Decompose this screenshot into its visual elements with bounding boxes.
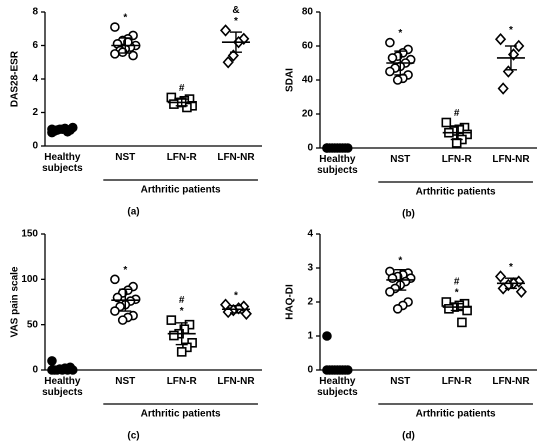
x-tick-label: LFN-NR <box>492 376 530 387</box>
x-tick-label: NST <box>390 376 411 387</box>
x-tick-label: LFN-R <box>441 376 472 387</box>
y-axis-label: DAS28-ESR <box>10 50 21 107</box>
y-tick-label: 1 <box>307 331 313 342</box>
y-tick-label: 4 <box>307 229 313 240</box>
x-tick-label: NST <box>390 154 411 165</box>
point <box>322 331 332 341</box>
point <box>176 347 187 357</box>
point <box>169 330 179 341</box>
x-tick-label: LFN-R <box>166 152 197 163</box>
point <box>497 82 509 95</box>
annotation: * <box>123 13 127 24</box>
y-tick-label: 0 <box>32 365 38 376</box>
annotation: # <box>179 295 185 306</box>
annotation: * <box>509 25 513 36</box>
annotation: * <box>180 306 184 317</box>
point <box>182 102 192 113</box>
point <box>169 99 179 109</box>
point <box>513 39 525 53</box>
x-tick-label: Healthy subjects <box>317 154 358 176</box>
panel-label: (d) <box>402 431 415 442</box>
annotation: * <box>509 262 513 273</box>
point <box>515 285 527 298</box>
point <box>219 24 232 37</box>
y-tick-label: 3 <box>307 263 313 274</box>
point <box>240 307 252 320</box>
x-tick-label: Healthy subjects <box>42 152 83 174</box>
group-label: Arthritic patients <box>141 185 221 196</box>
point <box>385 66 395 77</box>
annotation: * <box>398 28 402 39</box>
x-tick-label: LFN-NR <box>492 154 530 165</box>
y-tick-label: 2 <box>32 107 38 118</box>
x-tick-label: LFN-R <box>166 376 197 387</box>
annotation: # <box>454 108 460 119</box>
y-tick-label: 150 <box>21 229 38 240</box>
point <box>110 306 120 316</box>
x-tick-label: NST <box>115 376 136 387</box>
point <box>47 365 57 375</box>
point <box>110 22 120 32</box>
y-axis-label: VAS pain scale <box>10 266 21 337</box>
y-tick-label: 80 <box>302 7 314 18</box>
point <box>387 53 398 63</box>
y-tick-label: 50 <box>27 319 39 330</box>
annotation: * <box>234 290 238 301</box>
y-tick-label: 60 <box>302 41 314 52</box>
point <box>110 274 120 285</box>
y-axis-label: HAQ-DI <box>285 284 296 320</box>
point <box>441 117 452 128</box>
point <box>387 273 398 284</box>
group-label: Arthritic patients <box>416 187 496 198</box>
point <box>462 129 472 140</box>
panel-label: (c) <box>127 431 139 442</box>
annotation: & <box>232 5 239 16</box>
y-tick-label: 0 <box>32 141 38 152</box>
y-tick-label: 4 <box>32 74 38 85</box>
point <box>497 282 509 295</box>
y-tick-label: 0 <box>307 143 313 154</box>
point <box>392 303 403 314</box>
annotation: * <box>455 288 459 299</box>
x-tick-label: LFN-NR <box>217 152 255 163</box>
point <box>494 270 507 283</box>
point <box>385 37 395 48</box>
x-tick-label: Healthy subjects <box>42 376 83 398</box>
annotation: * <box>234 16 238 27</box>
annotation: * <box>398 255 402 266</box>
x-tick-label: LFN-R <box>441 154 472 165</box>
y-tick-label: 40 <box>302 75 314 86</box>
x-tick-label: Healthy subjects <box>317 376 358 398</box>
y-tick-label: 2 <box>307 297 313 308</box>
y-axis-label: SDAI <box>285 68 296 92</box>
y-tick-label: 6 <box>32 40 38 51</box>
point <box>117 315 128 325</box>
point <box>110 49 120 59</box>
annotation: # <box>179 83 185 94</box>
point <box>494 33 507 46</box>
point <box>227 49 239 62</box>
y-tick-label: 0 <box>307 365 313 376</box>
point <box>166 315 177 325</box>
point <box>457 317 467 328</box>
panel-label: (b) <box>402 209 415 220</box>
point <box>392 75 403 85</box>
x-tick-label: LFN-NR <box>217 376 255 387</box>
annotation: * <box>123 265 127 276</box>
point <box>444 303 454 314</box>
point <box>222 56 234 69</box>
panel-label: (a) <box>127 207 139 218</box>
annotation: # <box>454 277 460 288</box>
x-tick-label: NST <box>115 152 136 163</box>
point <box>47 356 57 366</box>
group-label: Arthritic patients <box>141 409 221 420</box>
y-tick-label: 20 <box>302 109 314 120</box>
point <box>385 286 395 297</box>
y-tick-label: 8 <box>32 7 38 18</box>
group-label: Arthritic patients <box>416 409 496 420</box>
y-tick-label: 100 <box>21 274 38 285</box>
